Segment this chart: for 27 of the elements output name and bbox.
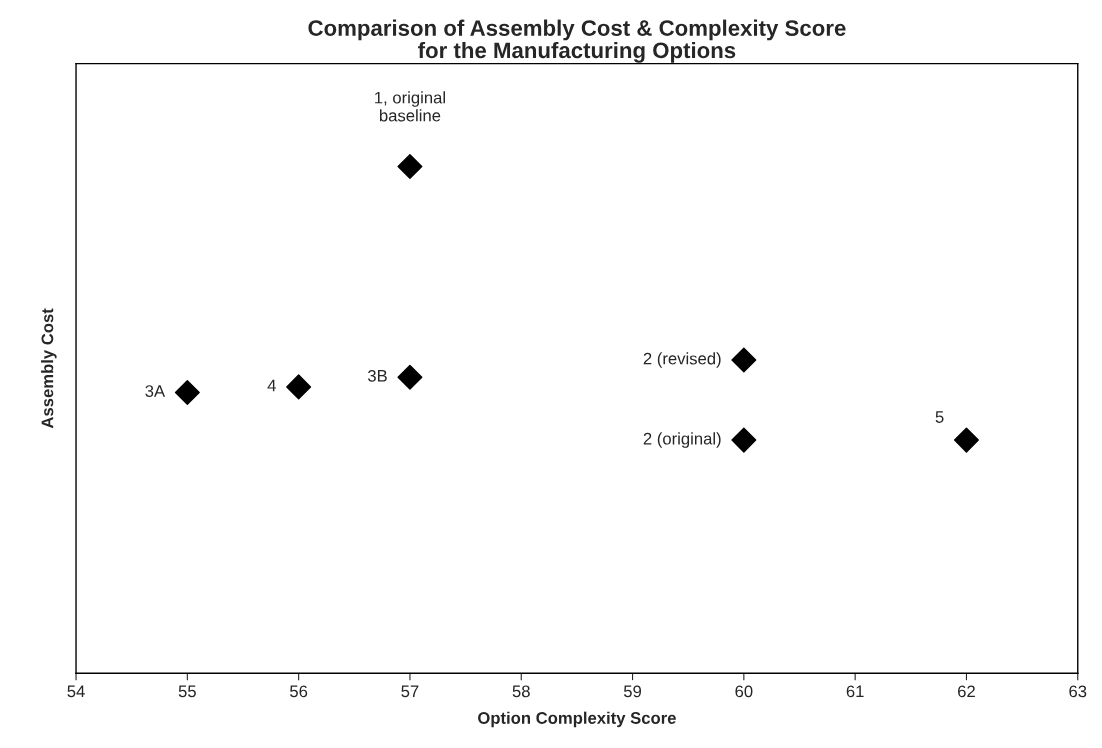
annotation: 3A — [145, 385, 166, 397]
point — [731, 347, 757, 373]
point — [174, 379, 200, 405]
x-tick-label: 60 — [735, 685, 753, 698]
x-tick-label: 58 — [512, 685, 530, 698]
x-tick-label: 59 — [623, 685, 642, 698]
x-tick-label: 63 — [1069, 685, 1087, 698]
x-tick-label: 56 — [290, 685, 308, 698]
x-axis-title: Option Complexity Score — [478, 711, 676, 728]
annotation: 1, original baseline — [375, 91, 445, 122]
point — [397, 364, 423, 390]
chart-title: Comparison of Assembly Cost & Complexity Score for the Manufacturing Options — [308, 19, 846, 63]
x-tick-label: 55 — [178, 685, 196, 698]
point — [286, 374, 312, 400]
x-tick-label: 62 — [958, 685, 975, 698]
x-tick-label: 57 — [401, 685, 419, 698]
y-axis-title: Assembly Cost — [41, 308, 57, 429]
point — [397, 153, 423, 179]
x-tick-label: 61 — [846, 685, 864, 698]
annotation: 3B — [367, 369, 387, 382]
annotation: 2 (revised) — [643, 352, 721, 368]
annotation: 4 — [267, 379, 276, 392]
point — [731, 427, 757, 453]
annotation: 2 (original) — [643, 432, 721, 448]
x-tick-label: 54 — [67, 685, 85, 698]
annotation: 5 — [935, 411, 944, 423]
point — [953, 427, 979, 453]
